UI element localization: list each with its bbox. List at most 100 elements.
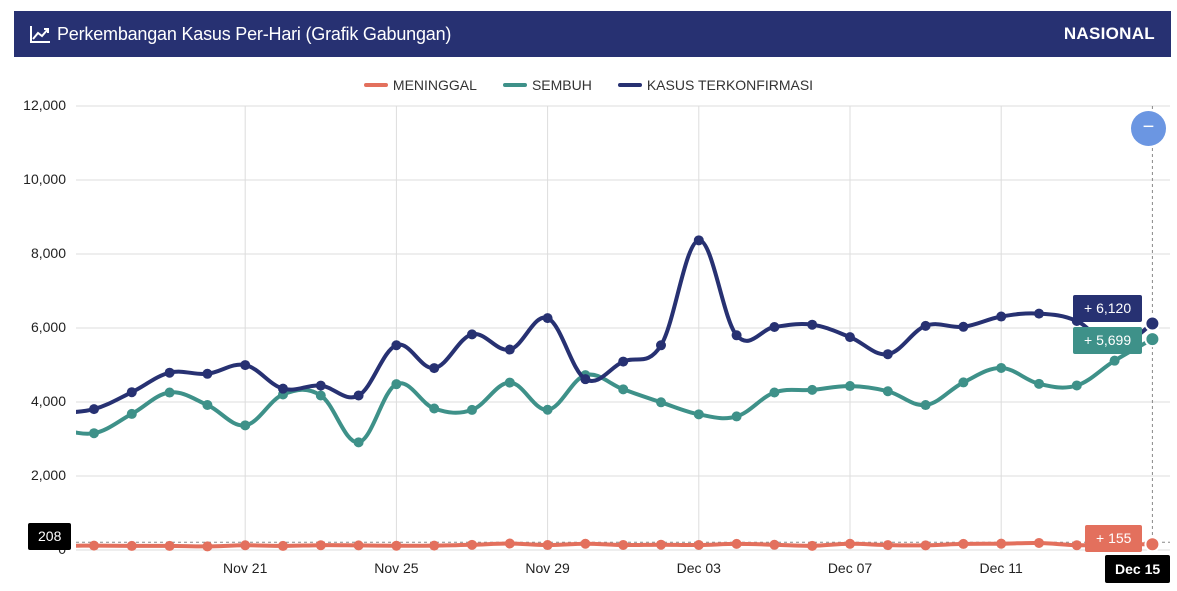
data-point-sembuh (315, 390, 326, 401)
data-point-sembuh (542, 404, 553, 415)
data-point-kasus-terkonfirmasi (807, 319, 818, 330)
data-point-kasus-terkonfirmasi (580, 374, 591, 385)
data-point-sembuh (1071, 380, 1082, 391)
data-point-kasus-terkonfirmasi (353, 390, 364, 401)
crosshair-x-value: Dec 15 (1105, 555, 1171, 583)
legend-label-kasus-terkonfirmasi: KASUS TERKONFIRMASI (646, 77, 814, 93)
legend-label-meninggal: MENINGGAL (392, 77, 477, 93)
y-tick-label: 12,000 (23, 97, 66, 113)
data-point-sembuh (391, 379, 402, 390)
data-point-sembuh (845, 381, 855, 392)
data-point-kasus-terkonfirmasi (920, 320, 931, 331)
data-point-meninggal (656, 539, 666, 550)
header-left: Perkembangan Kasus Per-Hari (Grafik Gabu… (29, 24, 451, 45)
x-tick-label: Nov 29 (525, 560, 570, 576)
data-point-meninggal (202, 541, 213, 552)
data-point-sembuh (958, 377, 969, 388)
legend-swatch-sembuh (502, 83, 527, 87)
data-point-meninggal (278, 540, 288, 551)
data-point-kasus-terkonfirmasi (202, 368, 213, 379)
y-tick-label: 10,000 (23, 171, 66, 187)
data-point-meninggal (1034, 537, 1044, 548)
data-point-meninggal (996, 538, 1007, 549)
data-point-sembuh (467, 404, 477, 415)
data-point-meninggal (693, 540, 704, 551)
data-point-sembuh (996, 362, 1007, 373)
data-point-sembuh (126, 408, 137, 419)
zoom-out-button[interactable]: − (1131, 111, 1166, 146)
chart-header: Perkembangan Kasus Per-Hari (Grafik Gabu… (14, 11, 1171, 57)
data-point-kasus-terkonfirmasi (1034, 308, 1044, 319)
x-tick-label: Nov 25 (374, 560, 419, 576)
y-tick-label: 4,000 (30, 393, 66, 409)
data-point-kasus-terkonfirmasi (278, 383, 288, 394)
data-point-kasus-terkonfirmasi (391, 340, 402, 351)
data-point-meninggal (391, 540, 402, 551)
data-point-meninggal (1144, 536, 1161, 553)
data-point-meninggal (429, 540, 440, 551)
data-point-meninggal (731, 538, 742, 549)
data-point-sembuh (656, 397, 666, 408)
data-point-kasus-terkonfirmasi (240, 360, 251, 371)
legend-item-meninggal[interactable]: MENINGGAL (363, 77, 477, 93)
series-line-kasus-terkonfirmasi (76, 238, 1154, 415)
data-point-sembuh (920, 400, 931, 411)
data-point-sembuh (353, 437, 364, 448)
data-point-sembuh (429, 403, 440, 414)
data-point-meninggal (769, 539, 780, 550)
data-point-kasus-terkonfirmasi (769, 322, 780, 333)
legend-swatch-kasus-terkonfirmasi (617, 83, 642, 87)
data-point-sembuh (504, 377, 515, 388)
legend-item-kasus-terkonfirmasi[interactable]: KASUS TERKONFIRMASI (617, 77, 814, 93)
data-point-kasus-terkonfirmasi (731, 330, 742, 341)
data-point-kasus-terkonfirmasi (429, 363, 440, 374)
data-point-meninggal (920, 540, 931, 551)
y-tick-label: 2,000 (30, 467, 66, 483)
legend-item-sembuh[interactable]: SEMBUH (502, 77, 592, 93)
data-point-kasus-terkonfirmasi (126, 387, 137, 398)
data-point-meninggal (958, 538, 969, 549)
data-point-sembuh (807, 384, 818, 395)
data-point-kasus-terkonfirmasi (958, 321, 969, 332)
data-point-meninggal (164, 540, 175, 551)
y-tick-label: 8,000 (30, 245, 66, 261)
data-point-meninggal (315, 540, 326, 551)
series-sembuh (76, 337, 1154, 445)
series-line-meninggal (76, 540, 1153, 549)
data-point-sembuh (1109, 355, 1120, 366)
crosshair-y-value: 208 (28, 523, 72, 550)
data-point-kasus-terkonfirmasi (467, 329, 477, 340)
data-point-kasus-terkonfirmasi (164, 367, 175, 378)
data-point-meninggal (126, 540, 137, 551)
legend-swatch-meninggal (363, 83, 388, 87)
series-kasus-terkonfirmasi (76, 238, 1154, 415)
x-tick-label: Nov 21 (223, 560, 268, 576)
line-chart-icon (29, 24, 51, 44)
data-point-meninggal (882, 540, 893, 551)
series-meninggal (76, 540, 1153, 549)
data-point-meninggal (504, 538, 515, 549)
data-point-sembuh (1144, 331, 1161, 348)
tooltip-confirmed: + 6,120 (1073, 295, 1143, 322)
data-point-sembuh (731, 411, 742, 422)
data-point-meninggal (618, 539, 629, 550)
data-point-sembuh (1034, 378, 1044, 389)
data-point-kasus-terkonfirmasi (618, 356, 629, 367)
x-tick-label: Dec 03 (676, 560, 721, 576)
data-point-kasus-terkonfirmasi (693, 235, 704, 246)
data-point-kasus-terkonfirmasi (315, 380, 326, 391)
data-point-kasus-terkonfirmasi (656, 340, 666, 351)
legend-label-sembuh: SEMBUH (531, 77, 592, 93)
data-point-meninggal (845, 538, 855, 549)
data-point-sembuh (202, 399, 213, 410)
data-point-meninggal (240, 540, 251, 551)
x-tick-label: Dec 11 (979, 560, 1023, 576)
data-point-kasus-terkonfirmasi (1144, 315, 1161, 332)
data-point-sembuh (618, 384, 629, 395)
data-point-sembuh (769, 387, 780, 398)
data-point-meninggal (580, 538, 591, 549)
data-point-meninggal (542, 540, 553, 551)
y-tick-label: 6,000 (30, 319, 66, 335)
data-point-meninggal (807, 540, 818, 551)
